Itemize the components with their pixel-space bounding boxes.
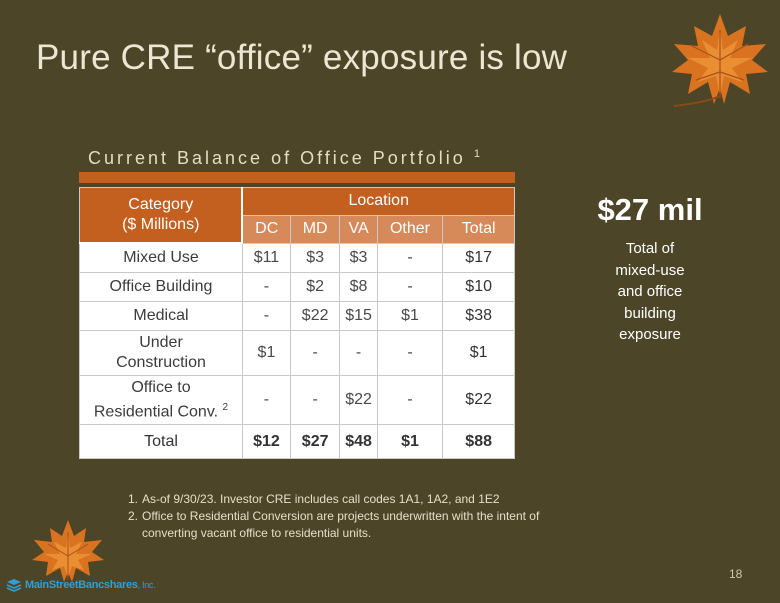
footnotes: 1. As-of 9/30/23. Investor CRE includes … <box>128 491 588 542</box>
table-row-office-building: Office Building - $2 $8 - $10 <box>79 272 515 302</box>
footnote-text: As-of 9/30/23. Investor CRE includes cal… <box>142 492 500 506</box>
cell-total: $88 <box>442 424 515 459</box>
column-header-total: Total <box>442 214 515 244</box>
logo-text: MainStreetBancshares, Inc. <box>25 579 156 591</box>
row-label-line2: Construction <box>116 354 206 371</box>
company-logo: MainStreetBancshares, Inc. <box>6 578 156 592</box>
cell-md: - <box>289 375 341 425</box>
column-header-other: Other <box>376 214 444 244</box>
row-label: Under Construction <box>79 330 243 376</box>
slide-title: Pure CRE “office” exposure is low <box>36 38 568 77</box>
footnote-1: 1. As-of 9/30/23. Investor CRE includes … <box>128 491 588 508</box>
table-heading-text: Current Balance of Office Portfolio <box>88 148 466 168</box>
cell-md: - <box>289 330 341 376</box>
cell-md: $27 <box>289 424 341 459</box>
cell-total: $22 <box>442 375 515 425</box>
column-header-va: VA <box>339 214 378 244</box>
row-label-line1: Office to <box>131 378 191 396</box>
cell-total: $1 <box>442 330 515 376</box>
row-label-line1: Under <box>139 334 183 351</box>
cell-dc: - <box>241 375 291 425</box>
cell-md: $2 <box>289 272 341 302</box>
category-header-line2: ($ Millions) <box>122 216 200 233</box>
cell-total: $38 <box>442 301 515 331</box>
cell-va: - <box>339 330 378 376</box>
table-heading-bar <box>79 172 515 183</box>
footnote-number: 2. <box>128 509 139 523</box>
table-row-under-construction: Under Construction $1 - - - $1 <box>79 330 515 376</box>
cell-dc: $1 <box>241 330 291 376</box>
row-label: Mixed Use <box>79 242 243 273</box>
column-header-dc: DC <box>241 214 291 244</box>
table-row-total: Total $12 $27 $48 $1 $88 <box>79 424 515 459</box>
cell-dc: $11 <box>241 242 291 273</box>
callout-line: mixed-use <box>615 261 685 279</box>
row-label: Office Building <box>79 272 243 302</box>
table-header-row: Category ($ Millions) Location <box>79 187 516 244</box>
logo-name: MainStreetBancshares <box>25 579 138 591</box>
exposure-callout: $27 mil Total of mixed-use and office bu… <box>580 192 720 346</box>
callout-line: and office <box>617 283 683 300</box>
cell-va: $22 <box>339 375 378 425</box>
callout-line: building <box>624 304 676 322</box>
footnote-number: 1. <box>128 492 139 506</box>
column-header-md: MD <box>289 214 341 244</box>
row-label-line2: Residential Conv. <box>93 403 219 421</box>
cell-va: $3 <box>339 242 378 273</box>
cell-dc: - <box>241 301 291 331</box>
cell-md: $3 <box>289 242 341 273</box>
category-header-line1: Category <box>128 196 194 213</box>
table-heading: Current Balance of Office Portfolio 1 <box>88 148 480 169</box>
cell-other: - <box>376 375 444 425</box>
cell-other: $1 <box>376 424 444 459</box>
cell-dc: - <box>241 272 291 302</box>
table-row-medical: Medical - $22 $15 $1 $38 <box>79 301 515 331</box>
footnote-text: Office to Residential Conversion are pro… <box>142 509 540 540</box>
table-row-mixed-use: Mixed Use $11 $3 $3 - $17 <box>79 242 515 273</box>
cell-va: $8 <box>339 272 378 302</box>
office-portfolio-table: Category ($ Millions) Location DC MD VA … <box>79 187 516 459</box>
logo-layers-icon <box>6 579 22 592</box>
location-header: Location <box>241 187 516 216</box>
footnote-2: 2. Office to Residential Conversion are … <box>128 508 588 542</box>
cell-dc: $12 <box>241 424 291 459</box>
cell-md: $22 <box>289 301 341 331</box>
table-row-office-to-residential: Office to Residential Conv. 2 - - $22 - … <box>79 375 515 425</box>
cell-va: $15 <box>339 301 378 331</box>
callout-text: Total of mixed-use and office building e… <box>580 238 720 346</box>
cell-other: $1 <box>376 301 444 331</box>
row-label: Medical <box>79 301 243 331</box>
row-label: Total <box>79 424 243 459</box>
cell-other: - <box>376 242 444 273</box>
cell-other: - <box>376 330 444 376</box>
category-header: Category ($ Millions) <box>79 187 244 244</box>
table-heading-footnote-ref: 1 <box>473 148 480 160</box>
maple-leaf-bottom-left-icon <box>32 520 104 582</box>
page-number: 18 <box>729 567 743 581</box>
cell-total: $17 <box>442 242 515 273</box>
callout-line: Total of <box>625 240 675 257</box>
cell-total: $10 <box>442 272 515 302</box>
callout-value: $27 mil <box>597 192 703 227</box>
row-label: Office to Residential Conv. 2 <box>79 375 243 425</box>
callout-line: exposure <box>619 326 681 343</box>
cell-other: - <box>376 272 444 302</box>
cell-va: $48 <box>339 424 378 459</box>
logo-suffix: , Inc. <box>137 580 156 590</box>
table-subheader-row: DC MD VA Other Total <box>80 214 515 244</box>
maple-leaf-top-right-icon <box>672 14 768 107</box>
row-label-footnote-ref: 2 <box>222 401 229 413</box>
